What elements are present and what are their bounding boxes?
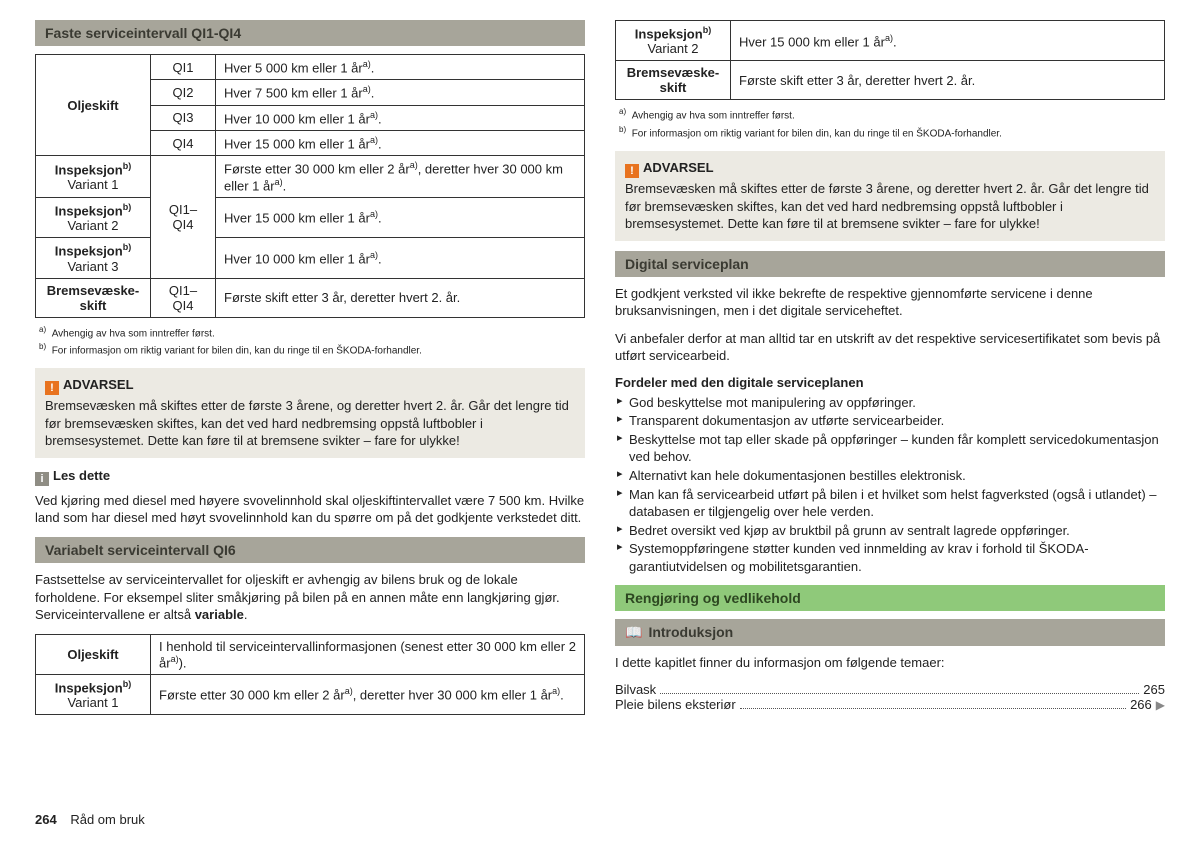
note-heading: iLes dette xyxy=(35,468,585,486)
chapter-title: Råd om bruk xyxy=(70,812,144,827)
list-item: God beskyttelse mot manipulering av oppf… xyxy=(617,394,1165,412)
right-column: Inspeksjonb)Variant 2 Hver 15 000 km ell… xyxy=(615,20,1165,800)
table-variable: Oljeskift I henhold til serviceintervall… xyxy=(35,634,585,716)
subheading-fordeler: Fordeler med den digitale serviceplanen xyxy=(615,375,1165,390)
list-item: Man kan få servicearbeid utført på bilen… xyxy=(617,486,1165,521)
continue-arrow-icon: ▶ xyxy=(1156,698,1165,712)
list-item: Alternativt kan hele dokumentasjonen bes… xyxy=(617,467,1165,485)
warning-box-left: !ADVARSEL Bremsevæsken må skiftes etter … xyxy=(35,368,585,458)
footnotes-right: a) Avhengig av hva som inntreffer først.… xyxy=(619,106,1165,141)
page-number: 264 xyxy=(35,812,57,827)
note-body: Ved kjøring med diesel med høyere svovel… xyxy=(35,492,585,527)
warning-box-right: !ADVARSEL Bremsevæsken må skiftes etter … xyxy=(615,151,1165,241)
warning-icon: ! xyxy=(625,164,639,178)
heading-rengjoring: Rengjøring og vedlikehold xyxy=(615,585,1165,611)
heading-digital: Digital serviceplan xyxy=(615,251,1165,277)
heading-fixed-interval: Faste serviceintervall QI1-QI4 xyxy=(35,20,585,46)
list-item: Systemoppføringene støtter kunden ved in… xyxy=(617,540,1165,575)
book-icon: 📖 xyxy=(625,624,642,641)
cell: QI1 xyxy=(151,55,216,80)
list-item: Bedret oversikt ved kjøp av bruktbil på … xyxy=(617,522,1165,540)
info-icon: i xyxy=(35,472,49,486)
bullet-list: God beskyttelse mot manipulering av oppf… xyxy=(615,394,1165,575)
toc-row: Bilvask 265 xyxy=(615,682,1165,697)
left-column: Faste serviceintervall QI1-QI4 Oljeskift… xyxy=(35,20,585,800)
footnotes-left: a) Avhengig av hva som inntreffer først.… xyxy=(39,324,585,359)
list-item: Beskyttelse mot tap eller skade på oppfø… xyxy=(617,431,1165,466)
toc-row: Pleie bilens eksteriør 266▶ xyxy=(615,697,1165,712)
cell-oljeskift: Oljeskift xyxy=(36,55,151,156)
list-item: Transparent dokumentasjon av utførte ser… xyxy=(617,412,1165,430)
page-footer: 264 Råd om bruk xyxy=(35,812,145,827)
cell: Hver 5 000 km eller 1 åra). xyxy=(216,55,585,80)
table-fixed-interval: Oljeskift QI1 Hver 5 000 km eller 1 åra)… xyxy=(35,54,585,318)
table-right-top: Inspeksjonb)Variant 2 Hver 15 000 km ell… xyxy=(615,20,1165,100)
warning-icon: ! xyxy=(45,381,59,395)
heading-introduksjon: 📖Introduksjon xyxy=(615,619,1165,646)
heading-variable-interval: Variabelt serviceintervall QI6 xyxy=(35,537,585,563)
variable-body: Fastsettelse av serviceintervallet for o… xyxy=(35,571,585,624)
